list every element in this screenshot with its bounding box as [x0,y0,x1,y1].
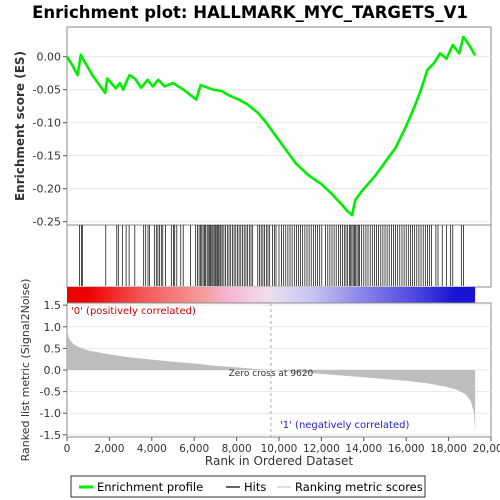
ranking-color-bar-fill [67,287,476,303]
legend-enrichment-label: Enrichment profile [97,480,203,494]
ranking-color-bar [67,287,476,303]
x-axis-ticks: 0 2,000 4,000 6,000 8,000 10,000 12,000 14,000 1… [64,437,500,455]
x-axis-tick-label: 16,000 [388,443,425,455]
x-axis-tick-label: 14,000 [345,443,382,455]
ranked-metric-y-tick-label: 0.5 [44,342,62,355]
enrichment-y-axis-label: Enrichment score (ES) [13,51,27,201]
ranked-metric-y-ticks: 1.5 1.0 0.5 0.0 -0.5 -1.0 -1.5 [40,299,67,442]
hits-panel [66,224,492,288]
legend: Enrichment profile Hits Ranking metric s… [70,475,426,498]
negative-correlation-label: '1' (negatively correlated) [280,420,409,431]
x-axis-tick-label: 18,000 [430,443,467,455]
legend-frame [70,475,426,498]
ranked-metric-y-axis-label: Ranked list metric (Signal2Noise) [19,279,32,462]
x-axis-tick-label: 12,000 [303,443,340,455]
x-axis-label: Rank in Ordered Dataset [205,454,353,468]
enrichment-y-tick-label: -0.05 [33,84,61,97]
chart-title: Enrichment plot: HALLMARK_MYC_TARGETS_V1 [32,3,468,22]
legend-hits-label: Hits [244,480,266,494]
ranked-metric-y-tick-label: -1.0 [40,407,61,420]
x-axis-tick-label: 10,000 [261,443,298,455]
x-axis-tick-label: 6,000 [179,443,209,455]
enrichment-y-tick-label: -0.10 [33,117,61,130]
positive-correlation-label: '0' (positively correlated) [71,306,196,317]
x-axis-tick-label: 2,000 [94,443,124,455]
enrichment-panel: 0.00 -0.05 -0.10 -0.15 -0.20 -0.25 Enrichment… [13,26,492,229]
x-axis-tick-label: 20,000 [473,443,500,455]
legend-metric-label: Ranking metric scores [295,480,423,494]
enrichment-profile-line [65,35,477,217]
enrichment-y-tick-label: -0.25 [33,216,61,229]
enrichment-y-tick-label: 0.00 [37,51,62,64]
enrichment-panel-frame [66,26,492,226]
enrichment-y-tick-label: -0.20 [33,183,61,196]
ranked-metric-y-tick-label: 1.5 [44,299,62,312]
x-axis-tick-label: 4,000 [137,443,167,455]
ranked-metric-panel: Zero cross at 9620 '0' (positively corre… [19,279,492,462]
enrichment-y-ticks: 0.00 -0.05 -0.10 -0.15 -0.20 -0.25 [33,51,67,229]
zero-cross-label: Zero cross at 9620 [229,369,314,379]
hit-marks [79,225,464,286]
x-axis-tick-label: 0 [64,443,71,455]
enrichment-y-tick-label: -0.15 [33,150,61,163]
x-axis-tick-label: 8,000 [222,443,252,455]
ranked-metric-y-tick-label: 1.0 [44,321,62,334]
ranked-metric-y-tick-label: -1.5 [40,429,61,442]
enrichment-profile-path [65,35,477,217]
ranked-metric-y-tick-label: 0.0 [44,364,62,377]
ranked-metric-y-tick-label: -0.5 [40,386,61,399]
